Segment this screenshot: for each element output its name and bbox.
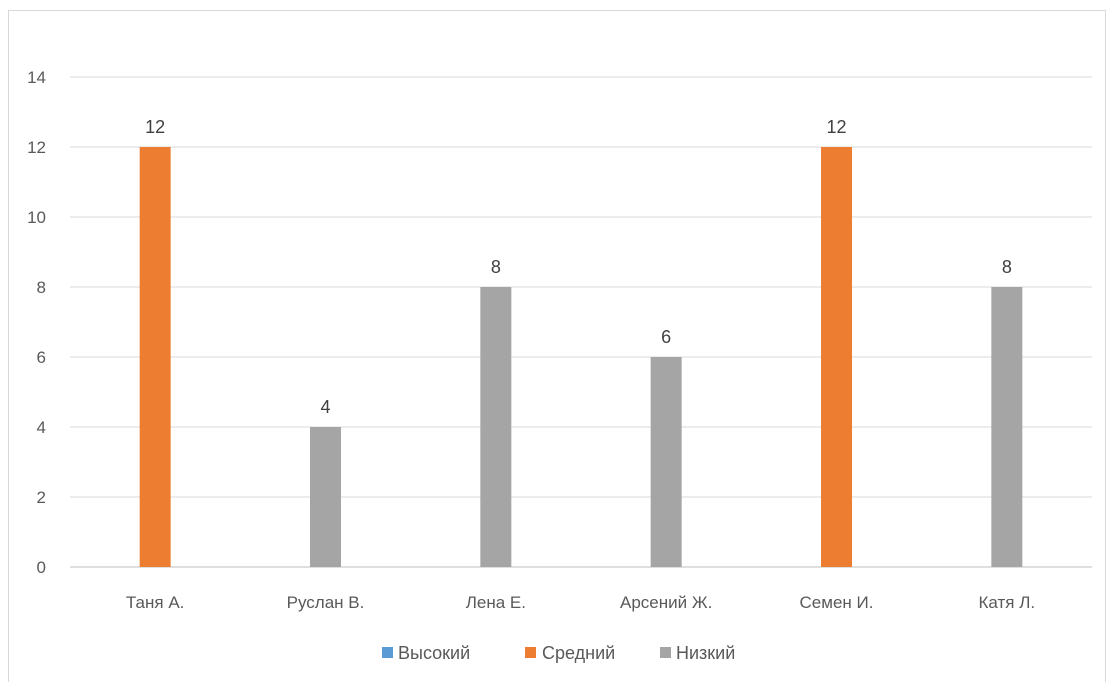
- data-label: 8: [491, 257, 501, 277]
- bars: [139, 147, 1023, 567]
- data-label: 8: [1002, 257, 1012, 277]
- data-label: 6: [661, 327, 671, 347]
- x-axis-ticks: Таня А. Руслан В. Лена Е. Арсений Ж. Семен И…: [126, 593, 1035, 612]
- y-tick-label: 2: [37, 488, 46, 507]
- chart-frame: [8, 10, 1106, 682]
- legend-swatch: [382, 647, 393, 658]
- y-tick-label: 12: [27, 138, 46, 157]
- x-tick-label: Руслан В.: [287, 593, 365, 612]
- data-label: 12: [145, 117, 165, 137]
- x-tick-label: Семен И.: [800, 593, 874, 612]
- legend-label: Низкий: [676, 643, 735, 663]
- bar-medium: [139, 147, 171, 567]
- legend-swatch: [525, 647, 536, 658]
- bar-low: [310, 427, 341, 567]
- legend-label: Высокий: [398, 643, 470, 663]
- legend-swatch: [660, 647, 671, 658]
- legend-label: Средний: [542, 643, 615, 663]
- bar-medium: [821, 147, 852, 567]
- y-tick-label: 8: [37, 278, 46, 297]
- bar-low: [480, 287, 512, 567]
- gridlines: [70, 76, 1092, 568]
- x-tick-label: Арсений Ж.: [620, 593, 712, 612]
- x-tick-label: Таня А.: [126, 593, 184, 612]
- data-label: 12: [826, 117, 846, 137]
- bar-low: [991, 287, 1023, 567]
- data-labels: 12 4 8 6 12 8: [145, 117, 1012, 417]
- y-tick-label: 4: [37, 418, 46, 437]
- x-tick-label: Катя Л.: [979, 593, 1036, 612]
- y-axis-ticks: 0 2 4 6 8 10 12 14: [27, 68, 46, 577]
- legend: Высокий Средний Низкий: [382, 643, 735, 663]
- data-label: 4: [320, 397, 330, 417]
- x-tick-label: Лена Е.: [466, 593, 526, 612]
- y-tick-label: 0: [37, 558, 46, 577]
- bar-low: [650, 357, 682, 567]
- y-tick-label: 14: [27, 68, 46, 87]
- y-tick-label: 10: [27, 208, 46, 227]
- y-tick-label: 6: [37, 348, 46, 367]
